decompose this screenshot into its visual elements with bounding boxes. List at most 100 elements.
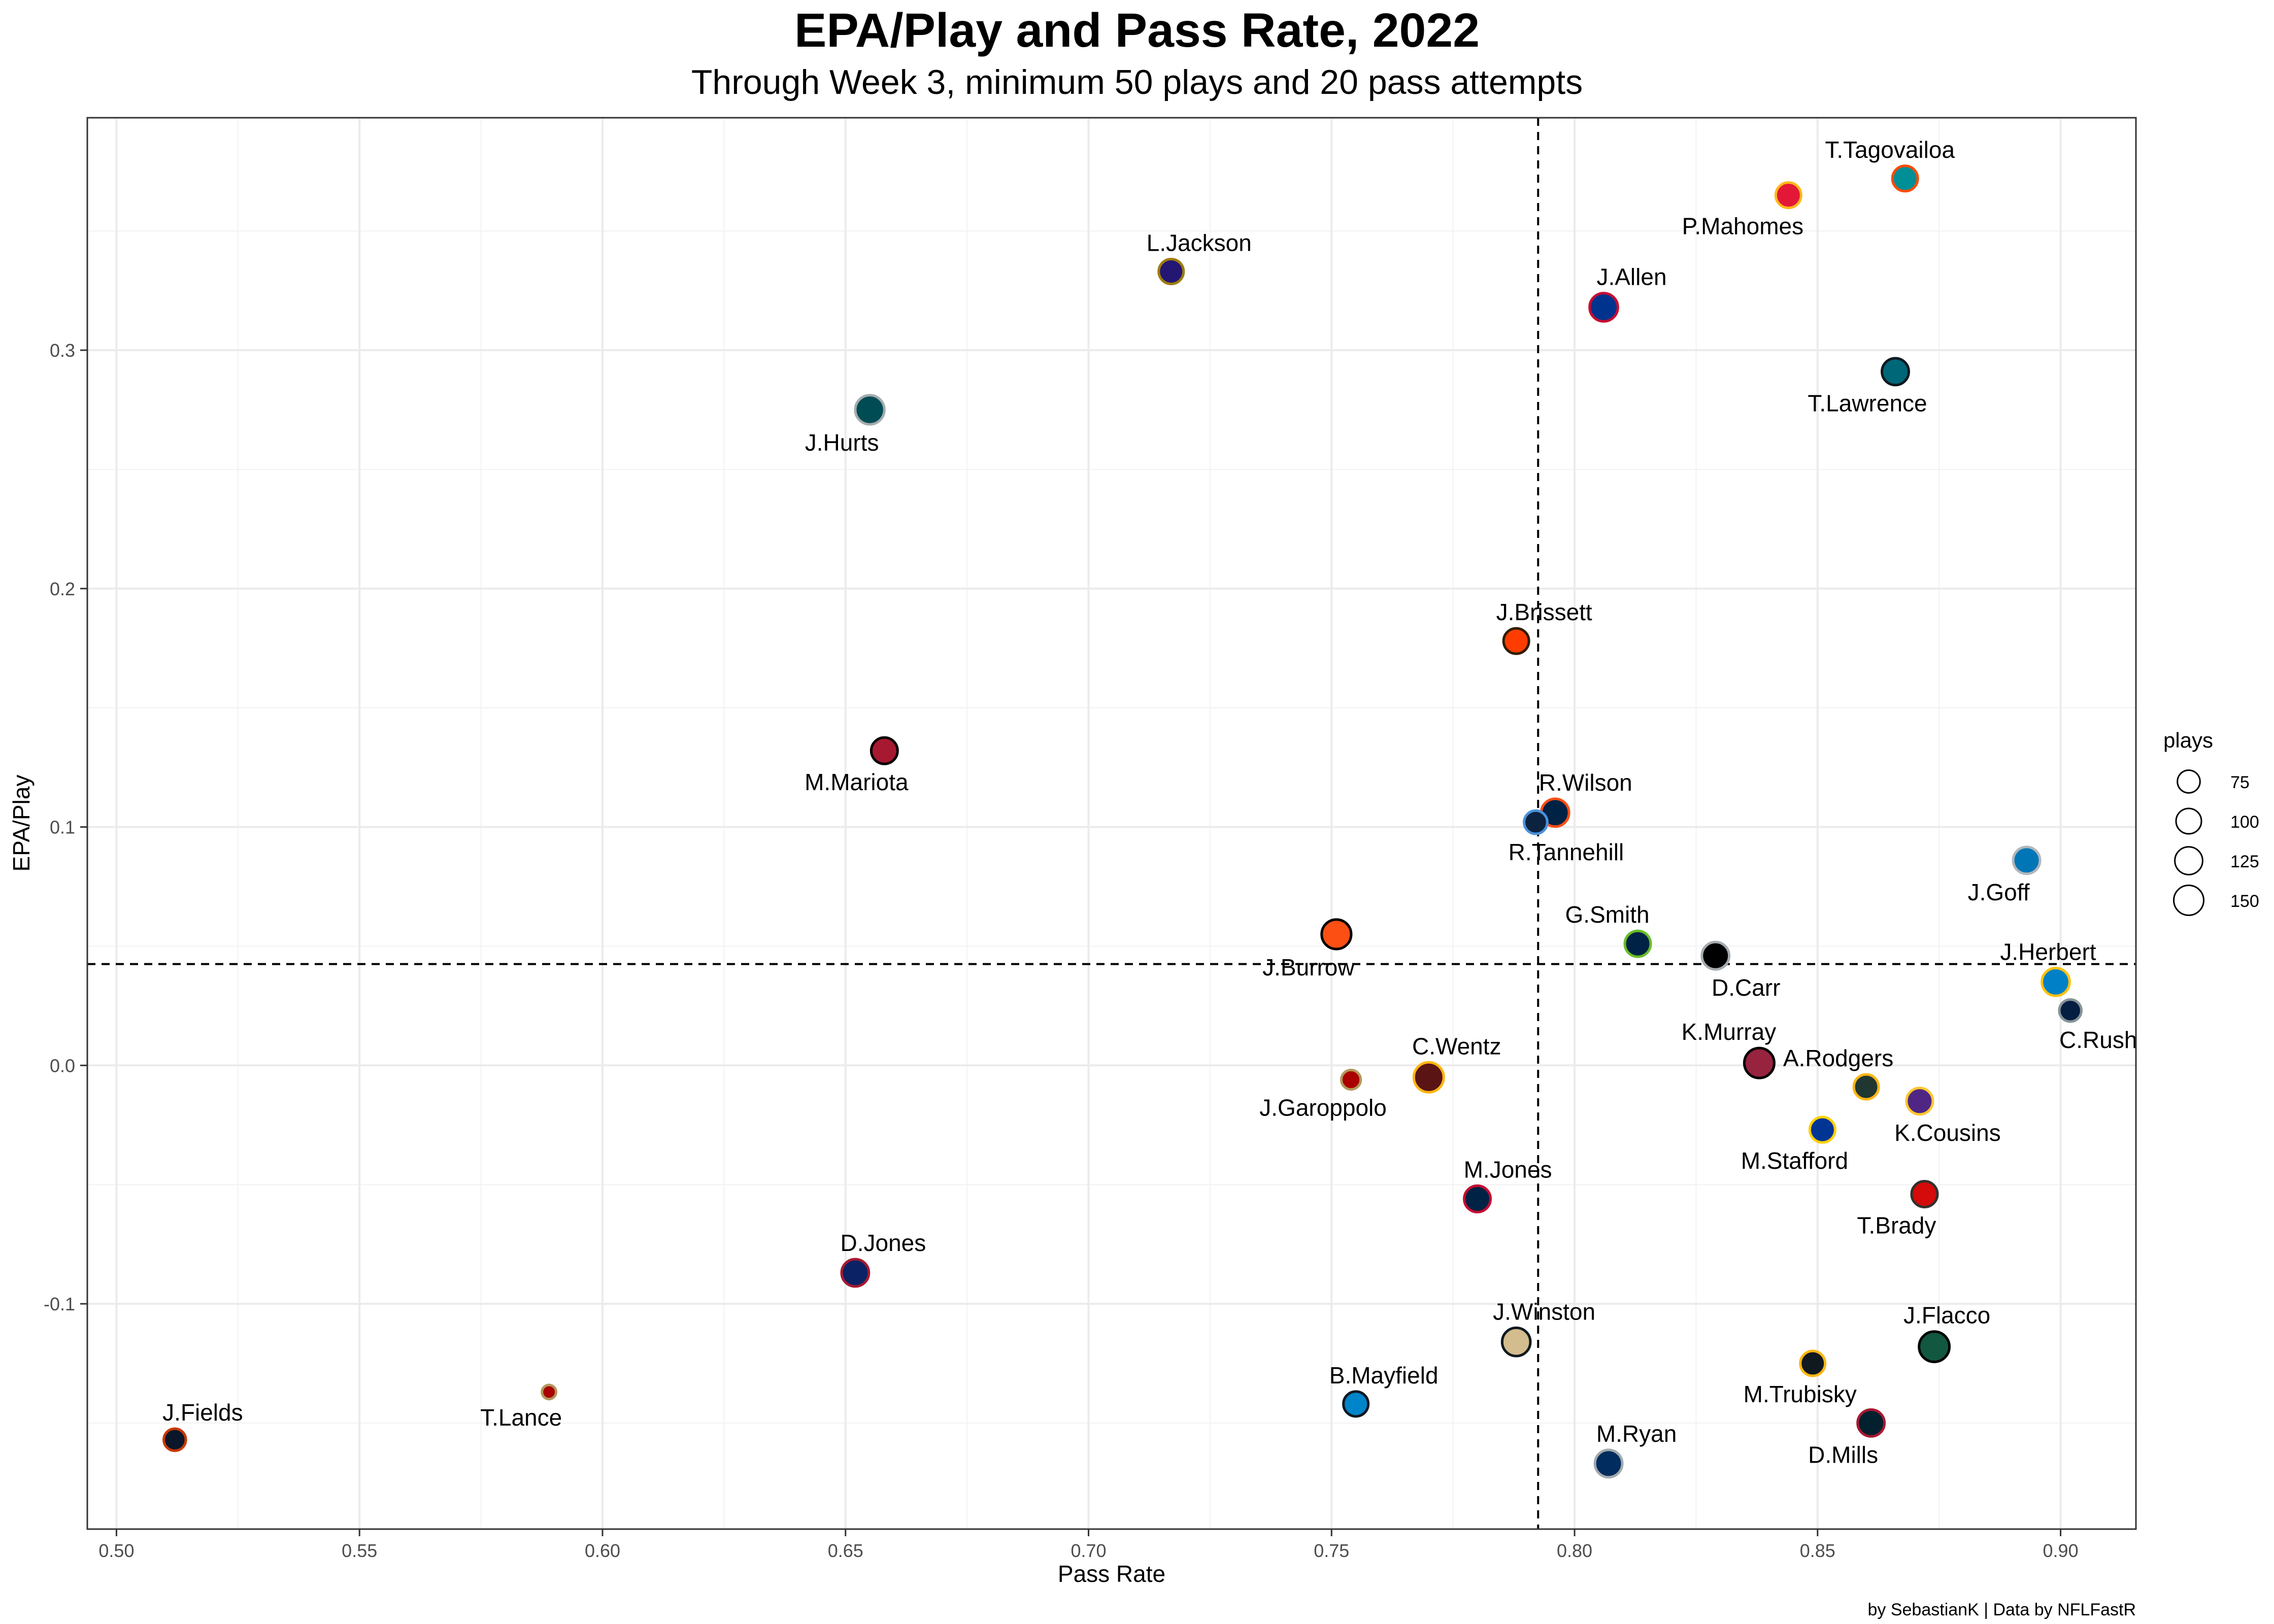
point-label: P.Mahomes (1682, 213, 1804, 240)
point-label: A.Rodgers (1783, 1045, 1893, 1071)
point-label: K.Cousins (1894, 1120, 2001, 1146)
point-j-brissett (1502, 627, 1530, 655)
legend-key (2175, 807, 2202, 835)
chart-title: EPA/Play and Pass Rate, 2022 (794, 4, 1480, 57)
point-b-mayfield (1342, 1390, 1370, 1418)
point-label: D.Mills (1808, 1441, 1878, 1468)
point-label: M.Trubisky (1744, 1381, 1857, 1407)
point-m-stafford (1808, 1115, 1836, 1144)
y-axis-ticks: -0.1 0.0 0.1 0.2 0.3 (44, 340, 87, 1314)
point-label: J.Allen (1596, 264, 1666, 290)
point-j-garoppolo (1340, 1068, 1362, 1091)
point-label: L.Jackson (1147, 230, 1252, 256)
point-j-burrow (1320, 918, 1353, 951)
point-label: M.Mariota (805, 769, 909, 795)
y-axis-title: EPA/Play (8, 775, 35, 872)
point-j-goff (2012, 845, 2042, 875)
point-label: J.Burrow (1262, 954, 1355, 980)
point-d-carr (1700, 940, 1731, 971)
y-tick-label: 0.2 (50, 579, 75, 599)
point-label: T.Brady (1857, 1212, 1936, 1238)
point-labels: T.Tagovailoa P.Mahomes L.Jackson J.Allen T.L… (162, 137, 2137, 1468)
x-axis-title: Pass Rate (1058, 1561, 1165, 1587)
point-d-mills (1856, 1408, 1886, 1438)
point-a-rodgers (1852, 1073, 1880, 1101)
point-label: B.Mayfield (1329, 1362, 1439, 1389)
x-tick-label: 0.70 (1071, 1540, 1106, 1561)
legend-key (2174, 846, 2203, 875)
major-gridlines (87, 118, 2136, 1529)
point-m-mariota (870, 736, 899, 765)
x-tick-label: 0.85 (1800, 1540, 1835, 1561)
legend: plays 75 100 125 150 (2163, 728, 2259, 916)
point-j-winston (1500, 1326, 1532, 1358)
x-tick-label: 0.80 (1557, 1540, 1592, 1561)
point-label: J.Herbert (2000, 939, 2096, 965)
point-label: T.Lance (480, 1404, 562, 1431)
point-label: R.Tannehill (1509, 839, 1624, 865)
point-label: D.Jones (841, 1230, 926, 1256)
data-points (162, 164, 2083, 1479)
legend-label: 150 (2230, 892, 2259, 911)
x-tick-label: 0.50 (98, 1540, 134, 1561)
point-label: R.Wilson (1539, 769, 1632, 796)
x-axis-ticks: 0.50 0.55 0.60 0.65 0.70 0.75 0.80 0.85 0.90 (98, 1529, 2079, 1561)
point-label: M.Ryan (1596, 1420, 1677, 1447)
x-tick-label: 0.90 (2043, 1540, 2079, 1561)
point-label: M.Stafford (1741, 1147, 1848, 1174)
legend-label: 125 (2230, 852, 2259, 871)
point-j-herbert (2041, 967, 2071, 997)
x-tick-label: 0.55 (342, 1540, 377, 1561)
point-label: J.Goff (1968, 879, 2030, 905)
legend-label: 100 (2230, 813, 2259, 832)
point-l-jackson (1157, 258, 1185, 285)
point-t-tagovailoa (1891, 164, 1919, 193)
legend-title: plays (2163, 728, 2213, 752)
legend-label: 75 (2230, 773, 2250, 792)
point-label: T.Tagovailoa (1825, 137, 1955, 163)
point-j-flacco (1918, 1330, 1951, 1364)
point-j-hurts (854, 394, 886, 426)
legend-key (2173, 885, 2204, 916)
point-k-cousins (1905, 1087, 1934, 1116)
plot-panel-border (86, 117, 2137, 1530)
point-m-jones (1463, 1184, 1492, 1213)
point-c-wentz (1412, 1061, 1445, 1094)
point-j-fields (162, 1427, 187, 1452)
point-t-lawrence (1881, 357, 1910, 387)
point-label: C.Wentz (1412, 1033, 1501, 1059)
point-label: M.Jones (1464, 1156, 1552, 1182)
point-label: J.Fields (162, 1399, 243, 1426)
chart-subtitle: Through Week 3, minimum 50 plays and 20 … (691, 63, 1583, 101)
y-tick-label: 0.1 (50, 817, 75, 838)
point-label: D.Carr (1712, 974, 1780, 1001)
legend-entries: 75 100 125 150 (2173, 769, 2259, 916)
point-r-tannehill (1523, 809, 1549, 835)
point-label: J.Garoppolo (1259, 1095, 1387, 1121)
point-g-smith (1623, 929, 1652, 958)
legend-key (2177, 769, 2201, 794)
y-tick-label: 0.0 (50, 1055, 75, 1076)
y-tick-label: 0.3 (50, 340, 75, 361)
point-label: C.Rush (2059, 1027, 2137, 1053)
point-t-lance (541, 1383, 558, 1401)
point-t-brady (1910, 1179, 1939, 1208)
point-label: J.Hurts (805, 429, 879, 456)
point-d-jones (840, 1258, 871, 1288)
x-tick-label: 0.65 (828, 1540, 863, 1561)
point-label: J.Flacco (1903, 1302, 1990, 1329)
point-label: J.Brissett (1496, 599, 1592, 625)
point-label: G.Smith (1565, 901, 1649, 928)
point-p-mahomes (1774, 181, 1802, 210)
point-label: K.Murray (1682, 1019, 1777, 1045)
x-tick-label: 0.75 (1314, 1540, 1349, 1561)
x-tick-label: 0.60 (585, 1540, 620, 1561)
y-tick-label: -0.1 (44, 1294, 75, 1314)
point-j-allen (1588, 292, 1619, 323)
point-c-rush (2058, 998, 2083, 1023)
point-label: T.Lawrence (1808, 390, 1927, 417)
point-m-trubisky (1799, 1349, 1827, 1377)
minor-gridlines (87, 118, 2136, 1529)
